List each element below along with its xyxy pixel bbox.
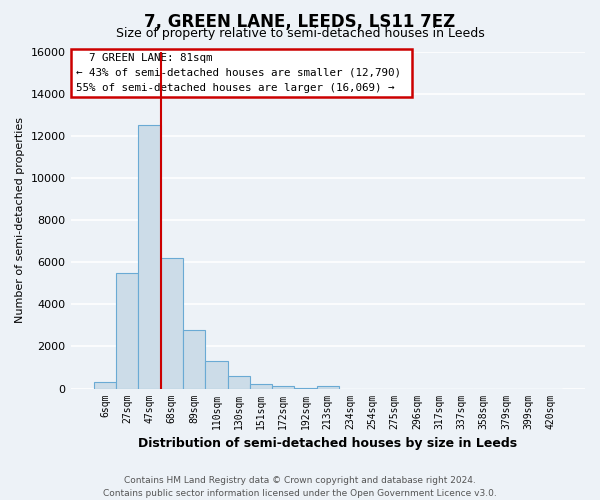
Bar (94, 382, 116, 388)
Bar (205, 361, 227, 388)
Text: Size of property relative to semi-detached houses in Leeds: Size of property relative to semi-detach… (116, 28, 484, 40)
Bar (161, 258, 183, 388)
Bar (317, 386, 339, 388)
X-axis label: Distribution of semi-detached houses by size in Leeds: Distribution of semi-detached houses by … (138, 437, 517, 450)
Text: Contains HM Land Registry data © Crown copyright and database right 2024.
Contai: Contains HM Land Registry data © Crown c… (103, 476, 497, 498)
Y-axis label: Number of semi-detached properties: Number of semi-detached properties (15, 117, 25, 323)
Text: 7, GREEN LANE, LEEDS, LS11 7EZ: 7, GREEN LANE, LEEDS, LS11 7EZ (145, 12, 455, 30)
Text: 7 GREEN LANE: 81sqm
← 43% of semi-detached houses are smaller (12,790)
55% of se: 7 GREEN LANE: 81sqm ← 43% of semi-detach… (76, 53, 407, 93)
Bar (227, 376, 250, 388)
Bar (250, 384, 272, 388)
Bar (272, 386, 295, 388)
Bar (183, 330, 205, 388)
Bar (116, 272, 139, 388)
Bar (139, 125, 161, 388)
